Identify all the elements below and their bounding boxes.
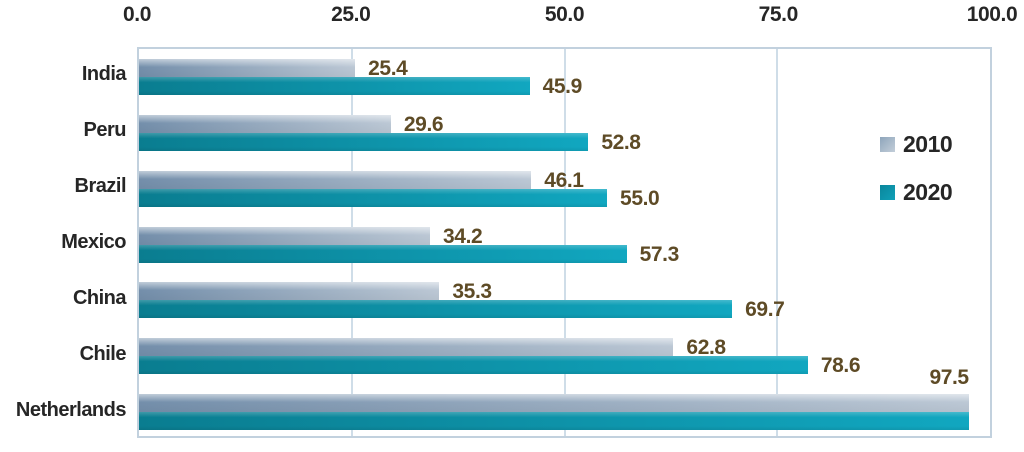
bar-group-brazil: 46.1 55.0: [139, 159, 990, 215]
bar-2010-peru: [139, 114, 391, 133]
bar-2010-india: [139, 59, 356, 77]
gridline: [776, 49, 779, 436]
y-axis-label-india: India: [81, 63, 127, 86]
value-label-2020-peru: 52.8: [601, 130, 641, 154]
bar-2020-brazil: [139, 188, 608, 207]
bar-group-india: 25.4 45.9: [139, 47, 990, 103]
value-label-2010-india: 25.4: [368, 57, 408, 80]
x-tick-label: 50.0: [544, 3, 585, 26]
value-label-2020-china: 69.7: [745, 298, 785, 322]
y-axis-label-brazil: Brazil: [74, 175, 127, 198]
value-label-2010-mexico: 34.2: [443, 224, 483, 248]
bar-2020-chile: [139, 356, 808, 375]
y-axis-labels: India Peru Brazil Mexico China Chile Netherlan…: [0, 47, 127, 438]
legend-item-2010: 2010: [880, 130, 953, 158]
legend-swatch-2020-icon: [880, 184, 895, 200]
bar-2020-peru: [139, 132, 589, 151]
legend-label-2020: 2020: [903, 178, 953, 205]
bar-2020-mexico: [139, 244, 627, 263]
value-label-2020-india: 45.9: [542, 75, 583, 98]
bar-group-china: 35.3 69.7: [139, 270, 990, 326]
value-label-2010-chile: 62.8: [686, 336, 726, 360]
bar-2010-china: [139, 282, 440, 301]
value-label-combined-netherlands: 97.5: [929, 366, 969, 390]
y-axis-label-chile: Chile: [79, 342, 127, 365]
y-axis-label-china: China: [72, 286, 127, 309]
bar-2010-brazil: [139, 170, 532, 189]
gridline: [563, 49, 566, 436]
bar-2020-netherlands: [139, 412, 969, 431]
bar-group-mexico: 34.2 57.3: [139, 215, 990, 271]
x-tick-label: 0.0: [123, 3, 151, 26]
x-tick-label: 100.0: [966, 3, 1018, 26]
legend: 2010 2020: [880, 130, 953, 206]
y-axis-label-mexico: Mexico: [61, 230, 126, 253]
x-tick-label: 25.0: [331, 3, 371, 26]
value-label-2020-brazil: 55.0: [620, 186, 660, 210]
legend-item-2020: 2020: [880, 178, 953, 206]
bar-2020-china: [139, 300, 733, 319]
y-axis-label-netherlands: Netherlands: [15, 398, 127, 421]
bar-group-netherlands: 97.5: [139, 367, 990, 438]
legend-swatch-2010-icon: [880, 136, 895, 152]
y-axis-label-peru: Peru: [83, 119, 127, 142]
bar-group-peru: 29.6 52.8: [139, 103, 990, 159]
plot-area: 25.4 45.9 29.6 52.8 46.1 55.0 34.2 57.3 35.3 69.7…: [137, 47, 992, 438]
value-label-2010-china: 35.3: [452, 280, 492, 304]
bar-2010-mexico: [139, 226, 431, 245]
value-label-2020-chile: 78.6: [820, 354, 861, 378]
bar-2010-chile: [139, 338, 674, 357]
value-label-2010-brazil: 46.1: [544, 168, 584, 192]
x-tick-label: 75.0: [758, 3, 799, 26]
bar-2010-netherlands: [139, 394, 969, 413]
legend-label-2010: 2010: [903, 130, 953, 157]
bar-2020-india: [139, 77, 530, 95]
bar-group-chile: 62.8 78.6: [139, 326, 990, 382]
value-label-2010-peru: 29.6: [403, 112, 444, 136]
value-label-2020-mexico: 57.3: [639, 242, 680, 266]
